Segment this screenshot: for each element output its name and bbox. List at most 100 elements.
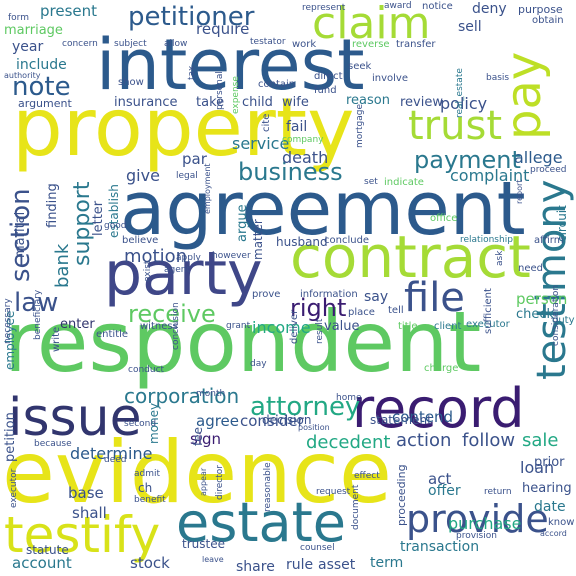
word: relationship [460, 235, 513, 245]
word: estate [176, 491, 347, 554]
word: agent [164, 265, 190, 275]
word: right [290, 294, 347, 322]
word: write [51, 326, 62, 352]
word: sale [522, 430, 559, 451]
word: reason [346, 93, 390, 108]
word: sign [190, 430, 222, 448]
word: proceed [530, 165, 567, 175]
word: trust [408, 103, 503, 149]
word: bank [52, 243, 73, 288]
word: income [252, 318, 311, 337]
word: consider [240, 412, 304, 430]
word: sell [458, 19, 482, 35]
word: direct [314, 71, 343, 82]
word: base [68, 484, 104, 502]
word: beneficiary [33, 289, 43, 340]
word: information [300, 289, 358, 300]
word: allege [514, 148, 563, 167]
word: respondent [4, 293, 482, 391]
word: child [242, 95, 273, 110]
word: executor [466, 319, 510, 330]
word: indicate [384, 177, 424, 188]
word: basis [486, 73, 510, 83]
word: ask [495, 250, 505, 266]
word: form [8, 13, 29, 23]
word: tell [388, 305, 404, 316]
word: transfer [396, 39, 436, 50]
word: report [515, 179, 524, 204]
word: claim [312, 0, 431, 49]
word: document [351, 484, 361, 530]
word: offer [428, 483, 461, 499]
word: deny [472, 1, 507, 17]
word: allow [164, 39, 188, 49]
word: necessary [3, 298, 13, 344]
word: marital [13, 211, 28, 258]
word: show [118, 77, 144, 88]
word: argue [235, 204, 250, 242]
word: charge [424, 363, 459, 374]
word: statement [370, 413, 432, 427]
word: testify [4, 506, 161, 564]
word: fee [191, 427, 205, 446]
word: need [518, 263, 543, 274]
word: agree [196, 412, 240, 430]
word: take [196, 95, 225, 110]
word: fund [314, 85, 337, 96]
word: conclude [324, 235, 370, 246]
word: matter [251, 219, 265, 260]
word: check [516, 307, 555, 322]
word: accord [540, 529, 567, 538]
word: know [548, 517, 575, 528]
word: reasonable [263, 462, 273, 512]
word: obtain [532, 15, 564, 26]
word: involve [372, 73, 409, 84]
word: apply [176, 253, 201, 263]
word: purpose [518, 3, 563, 16]
word: conduct [128, 365, 165, 375]
word: file [404, 275, 465, 321]
word: transaction [400, 539, 480, 555]
word: contend [392, 408, 454, 426]
word: enter [60, 317, 95, 332]
word: evidence [2, 423, 392, 523]
word: fail [286, 119, 308, 135]
word: second [124, 419, 157, 429]
word: because [34, 439, 72, 449]
word: death [282, 148, 329, 167]
word: account [12, 554, 72, 572]
word: work [292, 39, 317, 50]
word: return [484, 487, 512, 497]
word: year [12, 39, 44, 55]
word: employment [203, 163, 212, 214]
word: cite [261, 113, 272, 132]
word: shall [72, 504, 107, 522]
word: title [398, 321, 418, 332]
word: benefit [134, 495, 166, 505]
word: decedent [306, 432, 391, 453]
word: statute [26, 543, 69, 557]
word: legal [176, 171, 198, 181]
word: law [14, 288, 59, 318]
word: entitle [96, 329, 129, 340]
word: month [196, 389, 226, 399]
word: proceeding [395, 464, 408, 526]
word: good [104, 221, 127, 231]
word: par [182, 150, 207, 168]
word: deed [104, 455, 127, 465]
word: reverse [352, 39, 390, 50]
word: prove [252, 289, 281, 300]
word: contract [290, 223, 531, 291]
word: deliver [289, 309, 300, 344]
word: conclusion [171, 302, 181, 350]
word: property [12, 81, 355, 174]
word: pay [496, 51, 552, 140]
word: testator [250, 37, 286, 47]
word: office [430, 213, 458, 224]
word: corporation [124, 384, 240, 408]
word: petition [3, 412, 18, 462]
word: trustee [182, 537, 225, 551]
word: receive [128, 300, 216, 328]
word: concern [62, 39, 98, 49]
